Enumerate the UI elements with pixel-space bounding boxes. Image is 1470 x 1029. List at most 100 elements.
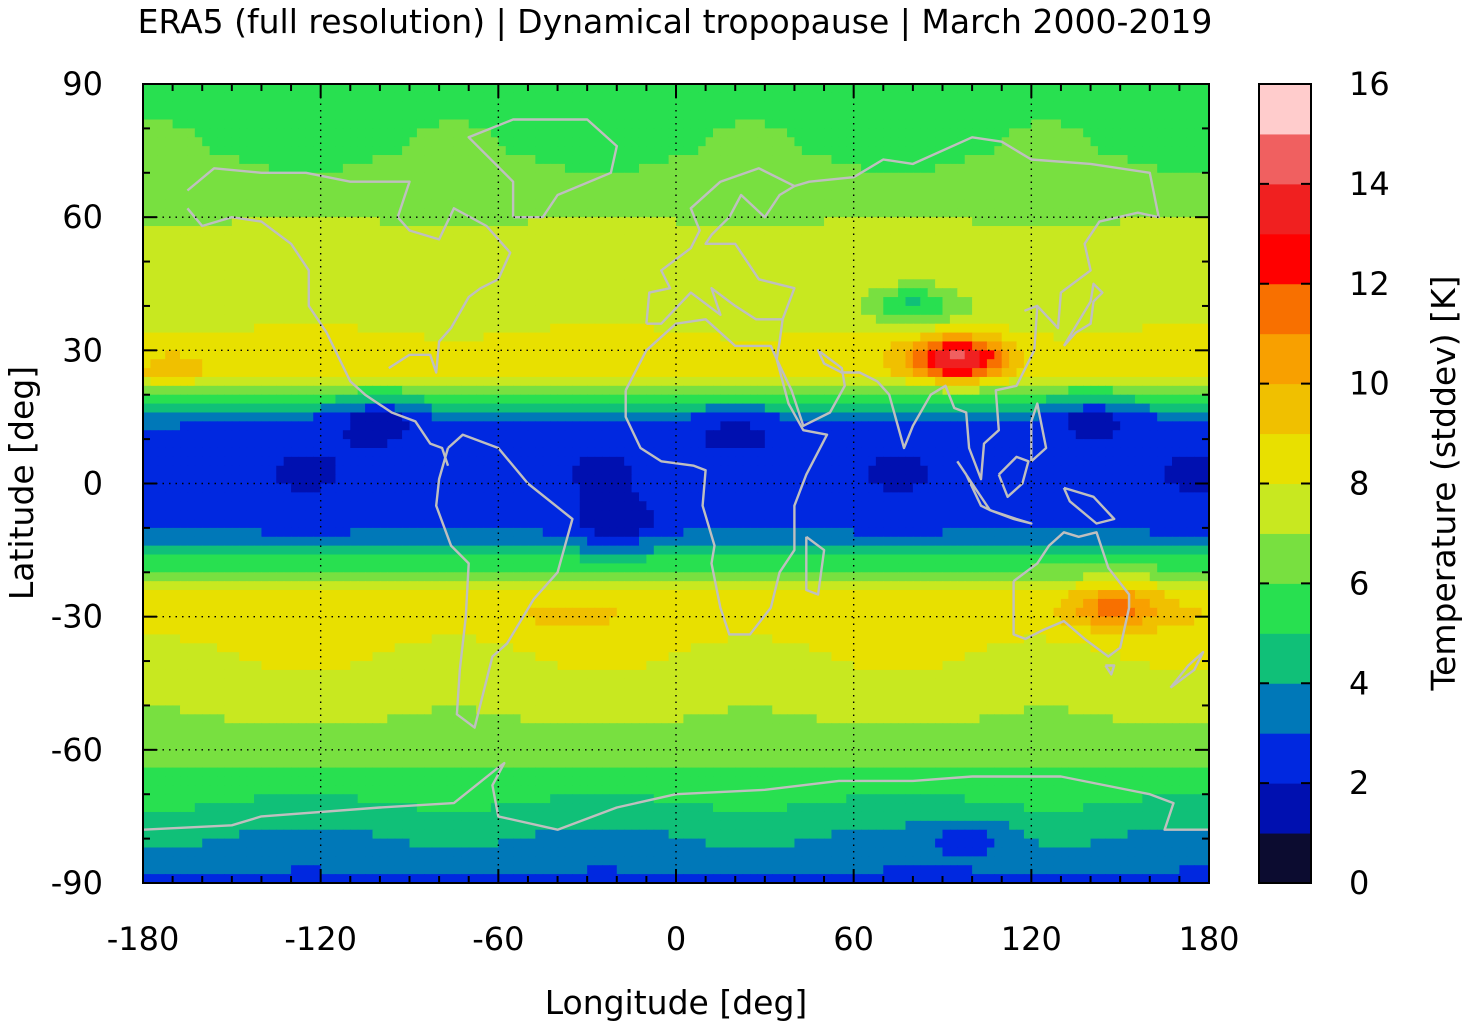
heatmap-cell xyxy=(787,288,796,298)
heatmap-cell xyxy=(809,341,818,351)
heatmap-cell xyxy=(631,172,640,183)
heatmap-cell xyxy=(416,163,425,174)
heatmap-cell xyxy=(638,314,647,325)
heatmap-cell xyxy=(713,163,722,174)
heatmap-cell xyxy=(757,128,766,138)
heatmap-cell xyxy=(150,146,159,156)
heatmap-cell xyxy=(387,119,396,129)
heatmap-cell xyxy=(1194,208,1203,218)
heatmap-cell xyxy=(180,297,189,307)
heatmap-cell xyxy=(742,181,751,192)
heatmap-cell xyxy=(194,297,203,307)
heatmap-cell xyxy=(209,385,218,396)
heatmap-cell xyxy=(268,110,277,121)
heatmap-cell xyxy=(1164,234,1173,245)
heatmap-cell xyxy=(461,323,470,334)
heatmap-cell xyxy=(335,359,344,369)
heatmap-cell xyxy=(683,350,692,360)
heatmap-cell xyxy=(202,270,211,280)
heatmap-cell xyxy=(1164,217,1173,227)
heatmap-cell xyxy=(875,252,884,263)
heatmap-cell xyxy=(483,110,492,121)
heatmap-cell xyxy=(1120,181,1129,192)
heatmap-cell xyxy=(1164,101,1173,112)
heatmap-cell xyxy=(239,128,248,138)
heatmap-cell xyxy=(157,288,166,298)
heatmap-cell xyxy=(1075,199,1084,209)
heatmap-cell xyxy=(1090,155,1099,165)
heatmap-cell xyxy=(254,323,263,334)
heatmap-cell xyxy=(520,172,529,183)
heatmap-cell xyxy=(964,234,973,245)
heatmap-cell xyxy=(335,252,344,263)
heatmap-cell xyxy=(483,190,492,201)
heatmap-cell xyxy=(550,359,559,369)
heatmap-cell xyxy=(986,305,995,316)
heatmap-cell xyxy=(742,92,751,103)
heatmap-cell xyxy=(453,341,462,351)
heatmap-cell xyxy=(498,110,507,121)
heatmap-cell xyxy=(653,279,662,289)
heatmap-cell xyxy=(202,350,211,360)
heatmap-cell xyxy=(994,172,1003,183)
heatmap-cell xyxy=(757,137,766,147)
heatmap-cell xyxy=(194,128,203,138)
heatmap-cell xyxy=(742,234,751,245)
heatmap-cell xyxy=(838,297,847,307)
heatmap-cell xyxy=(194,323,203,334)
heatmap-cell xyxy=(631,137,640,147)
heatmap-cell xyxy=(661,243,670,254)
heatmap-cell xyxy=(638,297,647,307)
heatmap-cell xyxy=(1053,92,1062,103)
heatmap-cell xyxy=(587,146,596,156)
heatmap-cell xyxy=(520,84,529,94)
heatmap-cell xyxy=(490,368,499,378)
heatmap-cell xyxy=(787,110,796,121)
heatmap-cell xyxy=(920,199,929,209)
heatmap-cell xyxy=(787,84,796,94)
heatmap-cell xyxy=(787,341,796,351)
heatmap-cell xyxy=(661,146,670,156)
heatmap-cell xyxy=(291,252,300,263)
heatmap-cell xyxy=(342,226,351,236)
heatmap-cell xyxy=(1127,110,1136,121)
heatmap-cell xyxy=(720,199,729,209)
heatmap-cell xyxy=(742,314,751,325)
heatmap-cell xyxy=(143,181,151,192)
heatmap-cell xyxy=(246,226,255,236)
heatmap-cell xyxy=(276,226,285,236)
heatmap-cell xyxy=(646,84,655,94)
heatmap-cell xyxy=(1053,84,1062,94)
heatmap-cell xyxy=(1142,92,1151,103)
heatmap-cell xyxy=(194,288,203,298)
heatmap-cell xyxy=(350,341,359,351)
heatmap-cell xyxy=(150,226,159,236)
heatmap-cell xyxy=(1112,368,1121,378)
heatmap-cell xyxy=(305,341,314,351)
heatmap-cell xyxy=(594,155,603,165)
heatmap-cell xyxy=(298,368,307,378)
heatmap-cell xyxy=(276,368,285,378)
heatmap-cell xyxy=(268,270,277,280)
heatmap-cell xyxy=(335,146,344,156)
heatmap-cell xyxy=(609,110,618,121)
heatmap-cell xyxy=(801,385,810,396)
heatmap-cell xyxy=(1120,350,1129,360)
heatmap-cell xyxy=(757,332,766,343)
heatmap-cell xyxy=(1083,323,1092,334)
heatmap-cell xyxy=(1171,199,1180,209)
heatmap-cell xyxy=(1068,84,1077,94)
heatmap-cell xyxy=(246,137,255,147)
heatmap-cell xyxy=(254,146,263,156)
heatmap-cell xyxy=(587,101,596,112)
heatmap-cell xyxy=(254,279,263,289)
heatmap-cell xyxy=(668,279,677,289)
heatmap-cell xyxy=(439,181,448,192)
heatmap-cell xyxy=(254,297,263,307)
heatmap-cell xyxy=(735,323,744,334)
heatmap-cell xyxy=(1201,297,1209,307)
heatmap-cell xyxy=(1068,110,1077,121)
heatmap-cell xyxy=(350,190,359,201)
heatmap-cell xyxy=(1097,332,1106,343)
heatmap-cell xyxy=(875,146,884,156)
